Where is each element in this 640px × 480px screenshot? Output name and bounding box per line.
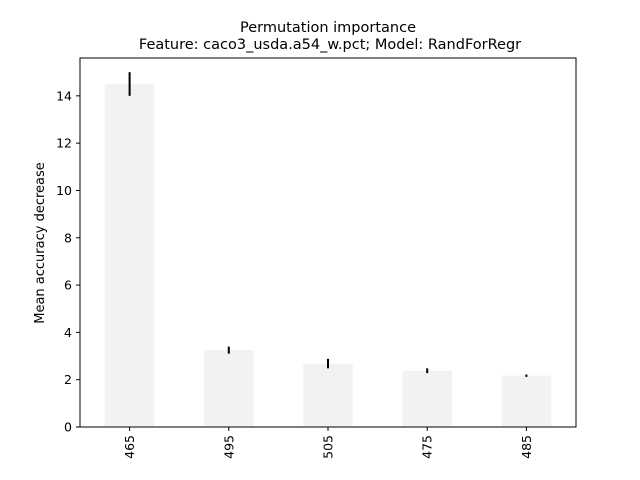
chart-title: Permutation importance [240,20,416,36]
bar-475 [402,370,452,427]
x-axis: 465 495 505 475 485 [122,427,534,459]
y-tick-label-12: 12 [56,136,72,151]
x-tick-label-475: 475 [420,435,435,459]
error-bars-layer [128,72,528,377]
y-tick-label-14: 14 [56,88,72,103]
bars-layer [104,84,552,428]
x-tick-label-505: 505 [321,435,336,459]
bar-505 [303,363,353,427]
x-tick-label-495: 495 [221,435,236,459]
y-tick-label-6: 6 [64,278,72,293]
y-tick-label-2: 2 [64,372,72,387]
bar-485 [501,375,552,427]
y-axis: 0 2 4 6 8 10 12 14 [56,88,80,435]
y-tick-label-4: 4 [64,325,72,340]
y-tick-label-0: 0 [64,420,72,435]
x-tick-label-485: 485 [519,435,534,459]
y-tick-label-8: 8 [64,230,72,245]
x-tick-label-465: 465 [122,435,137,459]
bar-495 [204,350,254,427]
y-tick-label-10: 10 [56,183,72,198]
y-axis-label: Mean accuracy decrease [33,162,48,324]
chart-subtitle: Feature: caco3_usda.a54_w.pct; Model: Ra… [139,37,521,53]
bar-465 [104,84,155,428]
